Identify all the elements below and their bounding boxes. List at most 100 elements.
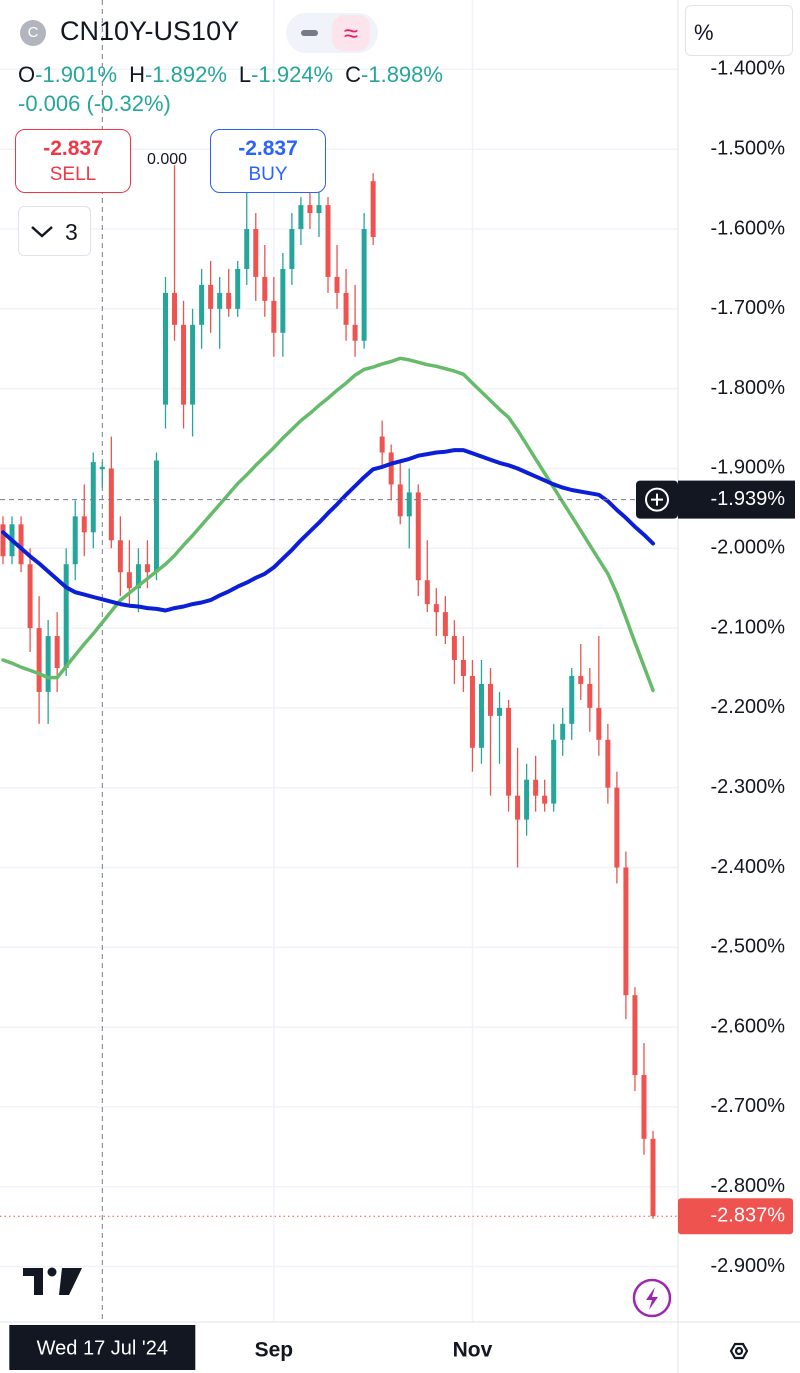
y-tick-label: -1.800% xyxy=(711,377,786,399)
y-tick-label: -1.700% xyxy=(711,297,786,319)
candle-body xyxy=(397,484,403,517)
candle-body xyxy=(478,683,484,748)
y-tick-label: -2.000% xyxy=(711,537,786,559)
candle-body xyxy=(262,276,268,301)
ohlc-key: H xyxy=(129,62,145,87)
crosshair-price-label: -1.939% xyxy=(711,488,786,510)
y-tick-label: -1.400% xyxy=(711,58,786,80)
candle-body xyxy=(307,205,313,214)
candle-body xyxy=(208,284,214,309)
candle-body xyxy=(343,292,349,325)
x-tick-label: Nov xyxy=(453,1339,493,1362)
candle-body xyxy=(298,205,304,230)
candle-body xyxy=(72,516,78,565)
buy-label: BUY xyxy=(248,164,288,185)
ohlc-value: -1.924% xyxy=(251,62,334,87)
y-tick-label: -2.800% xyxy=(711,1175,786,1197)
scale-button[interactable]: % xyxy=(685,5,793,56)
candle-body xyxy=(515,795,521,820)
sell-price: -2.837 xyxy=(43,137,103,160)
buy-button[interactable]: -2.837 BUY xyxy=(210,129,326,193)
candle-body xyxy=(650,1138,656,1217)
candle-body xyxy=(524,779,530,820)
candle-body xyxy=(469,675,475,748)
chevron-icon xyxy=(31,226,53,238)
ohlc-legend: O-1.901% H-1.892% L-1.924% C-1.898% xyxy=(18,62,443,88)
candle-body xyxy=(63,564,69,668)
sell-button[interactable]: -2.837 SELL xyxy=(15,129,131,193)
candle-body xyxy=(163,292,168,405)
moving-average-line xyxy=(1,356,655,693)
ohlc-value: -1.892% xyxy=(144,62,227,87)
change: -0.006 (-0.32%) xyxy=(18,91,171,116)
tradingview-logo xyxy=(23,1267,82,1295)
candle-body xyxy=(370,181,376,238)
last-price-label: -2.837% xyxy=(711,1205,786,1227)
crosshair-date-box xyxy=(9,1325,196,1370)
candle-body xyxy=(451,636,457,660)
candle-body xyxy=(235,268,241,309)
candle-body xyxy=(190,324,196,405)
candle-body xyxy=(352,324,358,341)
candle-body xyxy=(551,739,557,804)
grid xyxy=(0,0,678,1322)
last-price-box xyxy=(678,1198,793,1235)
scale-label: % xyxy=(694,20,714,45)
flash-icon[interactable] xyxy=(632,1278,672,1318)
candle-body xyxy=(271,300,277,333)
candle-body xyxy=(542,795,548,804)
candle-body xyxy=(388,452,394,485)
x-tick-label: Sep xyxy=(255,1339,294,1362)
candle-body xyxy=(361,229,367,341)
candle-body xyxy=(280,268,286,333)
candle-body xyxy=(424,580,430,605)
settings-icon[interactable] xyxy=(729,1342,749,1360)
candle-body xyxy=(135,564,141,589)
ohlc-key: L xyxy=(238,62,252,87)
sell-label: SELL xyxy=(49,164,97,185)
candle-body xyxy=(18,524,24,565)
candle-body xyxy=(460,660,466,676)
candle-body xyxy=(560,723,566,740)
ohlc-key: O xyxy=(18,62,36,87)
candle-body xyxy=(614,787,620,868)
candle-body xyxy=(605,739,611,788)
candle-body xyxy=(406,492,412,517)
candle-body xyxy=(244,229,250,269)
candle-body xyxy=(506,707,512,796)
candle-body xyxy=(569,675,575,724)
indicators-toggle[interactable]: 3 xyxy=(18,206,91,256)
moving-average-line xyxy=(1,448,655,613)
candle-body xyxy=(442,612,448,637)
crosshair-plus-icon xyxy=(645,487,669,512)
candle-body xyxy=(199,284,205,325)
candle-body xyxy=(497,707,503,716)
candle-body xyxy=(334,276,340,293)
candle-body xyxy=(253,229,259,277)
candle-body xyxy=(90,462,96,533)
y-tick-label: -2.700% xyxy=(711,1095,786,1117)
axes: -1.400% -1.500% -1.600% -1.700% -1.800% -1.90… xyxy=(9,58,795,1370)
candle-body xyxy=(623,867,629,996)
y-tick-label: -2.100% xyxy=(711,616,786,638)
ohlc-key: C xyxy=(345,62,362,87)
candle-body xyxy=(0,524,6,557)
symbol-name[interactable]: CN10Y-US10Y xyxy=(60,16,240,46)
candle-body xyxy=(415,492,421,581)
y-tick-label: -2.500% xyxy=(711,936,786,958)
y-tick-label: -2.400% xyxy=(711,856,786,878)
candle-body xyxy=(144,564,150,573)
candle-body xyxy=(126,572,132,589)
indicators-count: 3 xyxy=(65,219,78,245)
candle-body xyxy=(641,1074,647,1139)
candle-body xyxy=(533,779,539,796)
symbol-icon: C xyxy=(20,20,46,46)
candle-body xyxy=(632,995,638,1075)
ohlc-value: -1.898% xyxy=(361,62,443,87)
candle-body xyxy=(325,205,331,277)
toggle-pill[interactable]: ≈ xyxy=(286,13,378,53)
candle-body xyxy=(117,540,123,573)
y-tick-label: -2.900% xyxy=(711,1255,786,1277)
y-tick-label: -1.900% xyxy=(711,457,786,479)
